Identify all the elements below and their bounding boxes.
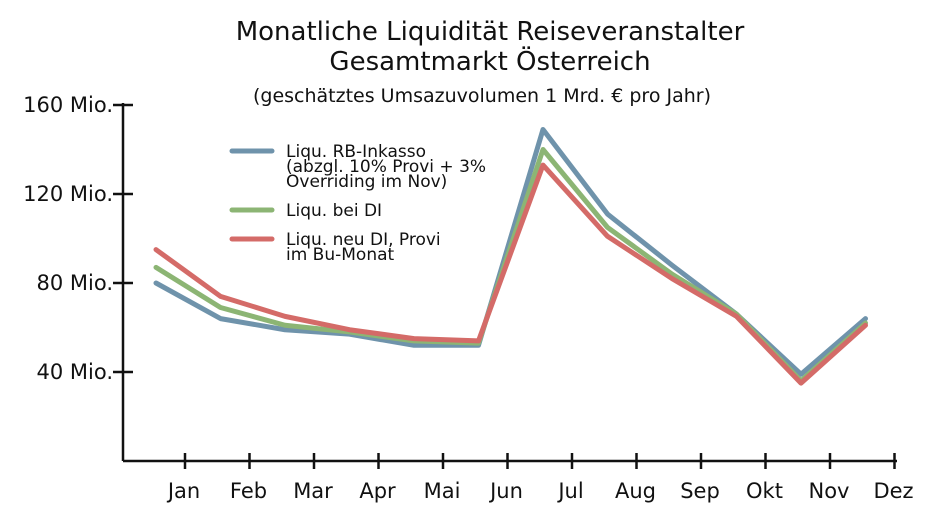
- x-tick-label: Okt: [746, 479, 783, 503]
- x-tick-label: Jan: [166, 479, 200, 503]
- y-tick-label: 80 Mio.: [36, 271, 113, 295]
- chart-title-line2: Gesamtmarkt Österreich: [329, 45, 650, 77]
- x-tick-label: Jun: [488, 479, 523, 503]
- legend-label: Overriding im Nov): [286, 172, 447, 192]
- chart-subtitle: (geschätztes Umsazuvolumen 1 Mrd. € pro …: [253, 85, 711, 107]
- x-tick-label: Aug: [615, 479, 656, 503]
- x-tick-label: Apr: [359, 479, 396, 503]
- legend-label: Liqu. RB-Inkasso: [286, 142, 426, 162]
- x-tick-label: Jul: [556, 479, 583, 503]
- series-line: [153, 147, 868, 384]
- y-tick-label: 40 Mio.: [36, 360, 113, 384]
- legend-label: (abzgl. 10% Provi + 3%: [286, 157, 486, 177]
- x-tick-label: Mar: [293, 479, 333, 503]
- legend-label: Liqu. neu DI, Provi: [286, 230, 441, 250]
- legend-label: im Bu-Monat: [286, 245, 395, 265]
- x-tick-label: Mai: [424, 479, 461, 503]
- legend-label: Liqu. bei DI: [286, 201, 382, 221]
- x-tick-label: Dez: [873, 479, 913, 503]
- x-tick-label: Feb: [230, 479, 267, 503]
- series-line: [153, 162, 868, 386]
- x-tick-label: Nov: [809, 479, 850, 503]
- x-tick-label: Sep: [680, 479, 720, 503]
- y-tick-label: 160 Mio.: [23, 93, 113, 117]
- chart-title: Monatliche Liquidität Reiseveranstalter: [236, 17, 745, 47]
- y-tick-label: 120 Mio.: [23, 182, 113, 206]
